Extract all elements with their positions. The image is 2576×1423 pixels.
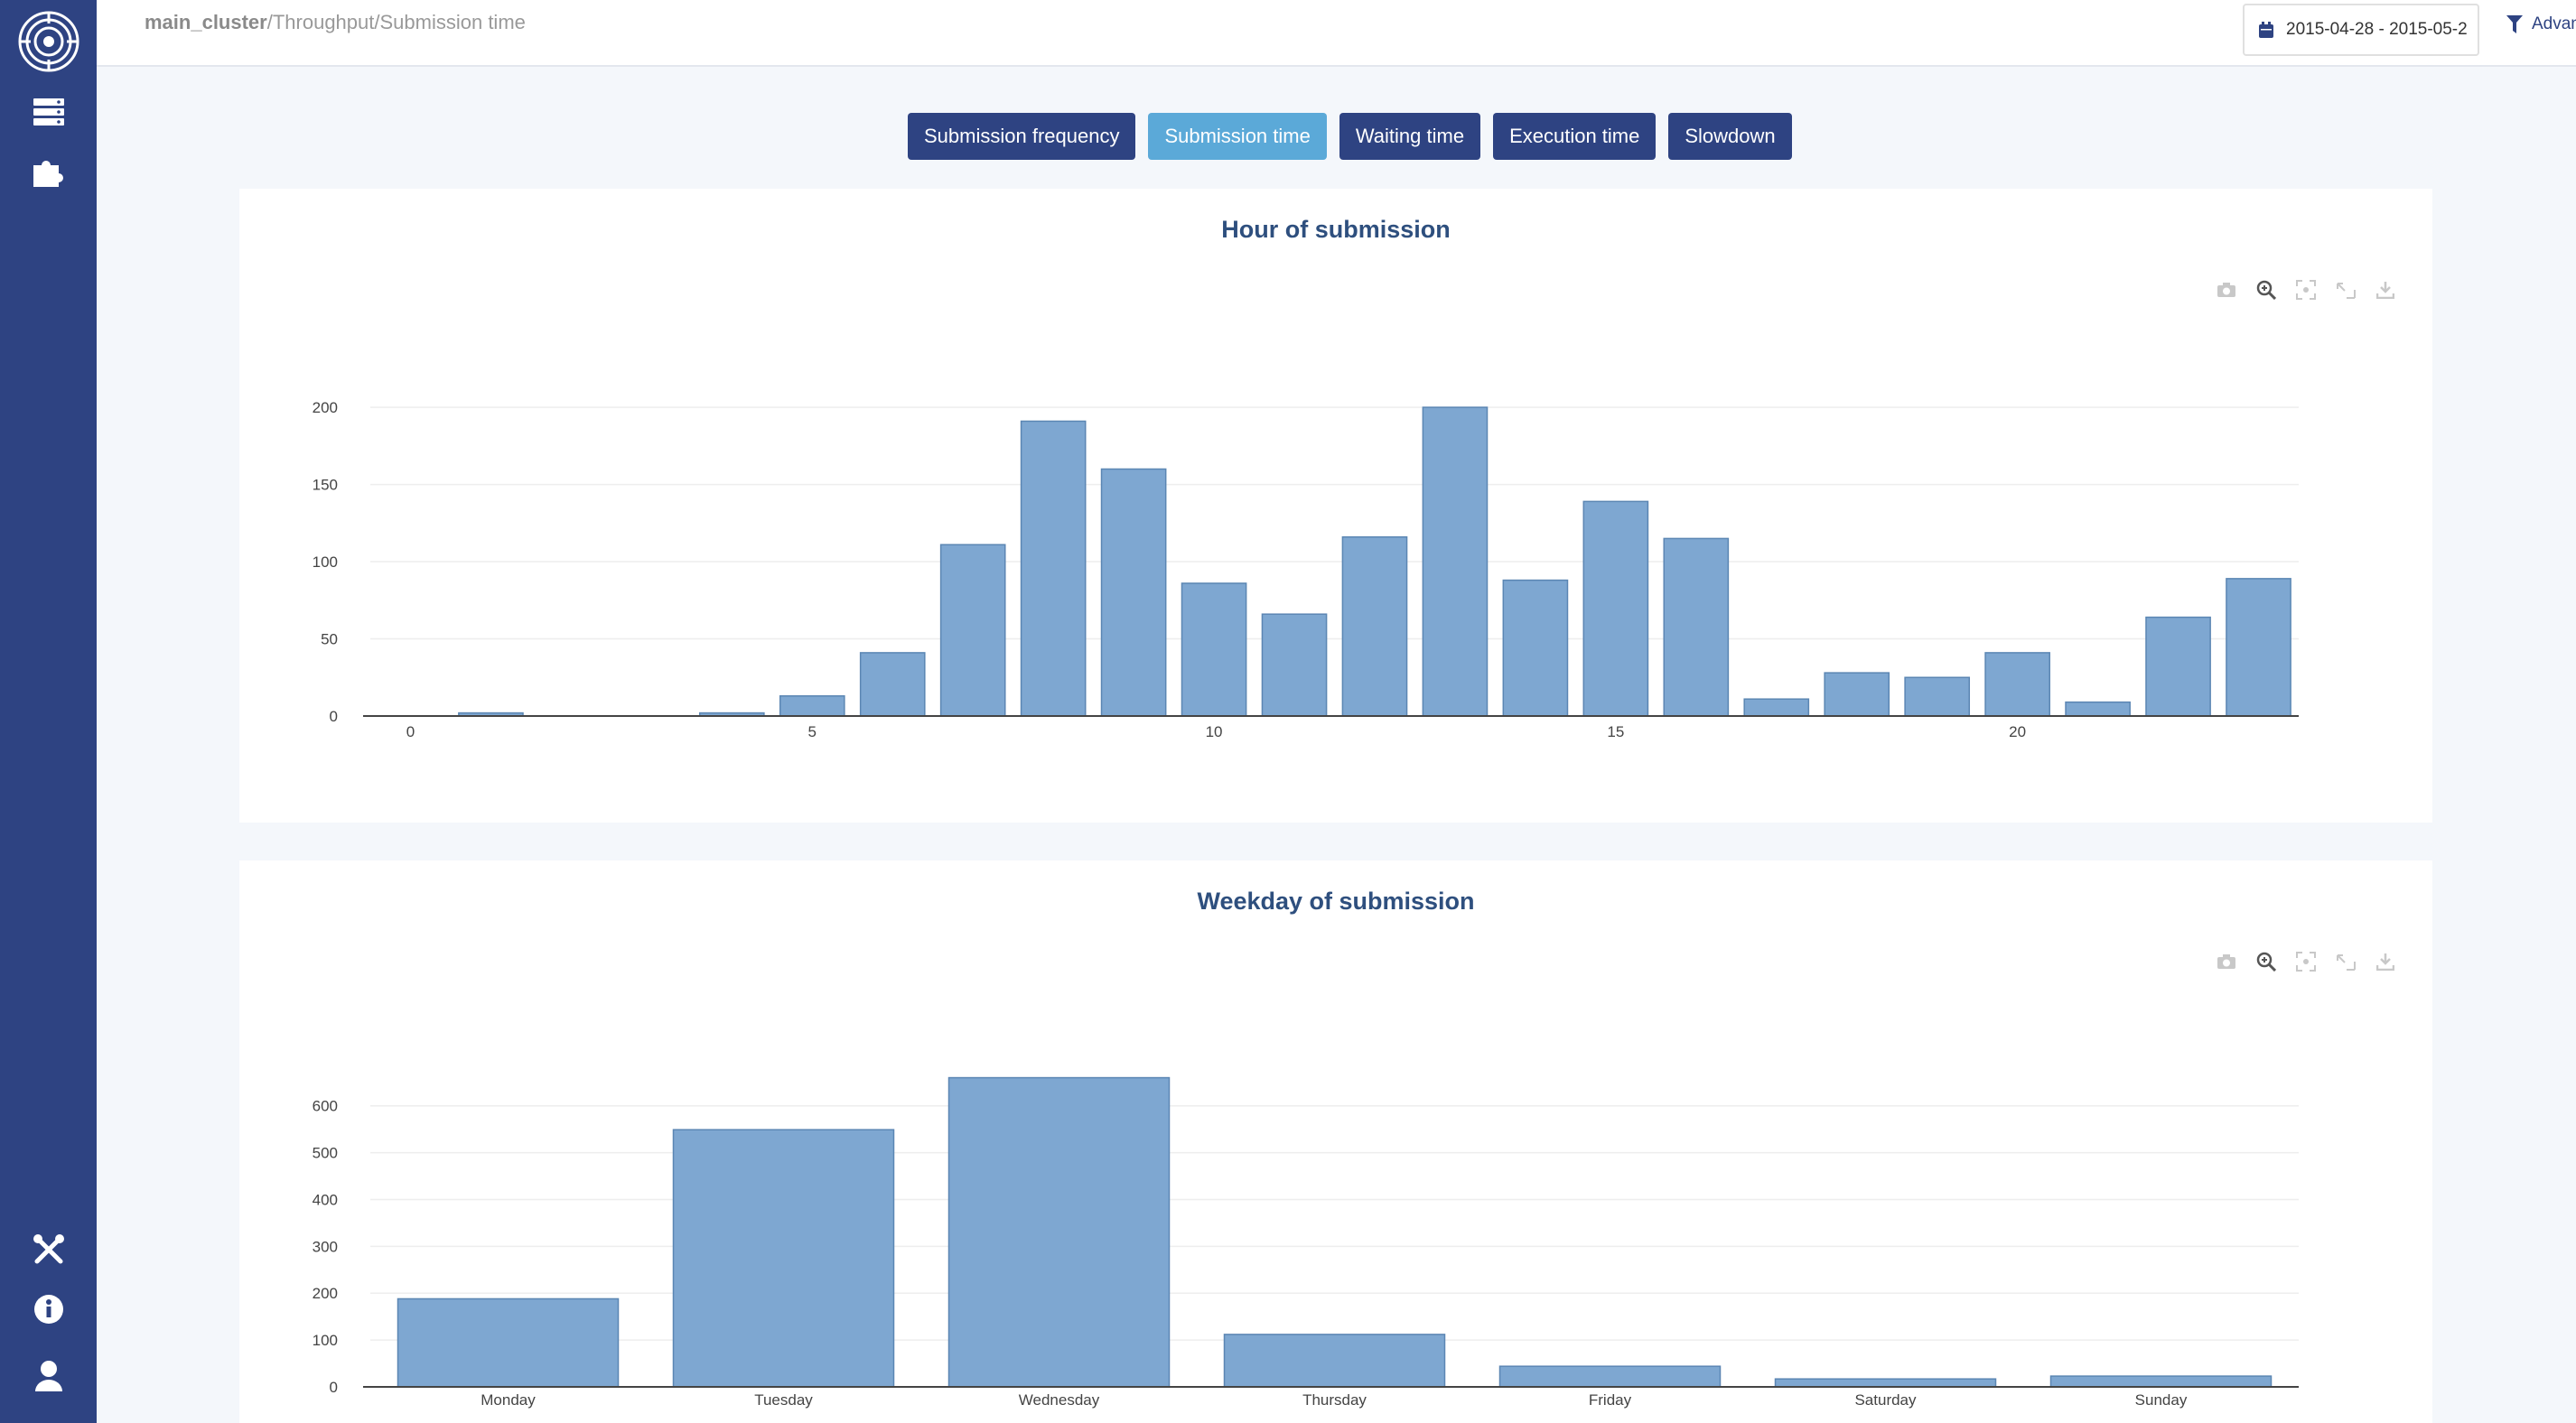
y-tick-label: 200 xyxy=(313,1285,338,1302)
zoom-icon[interactable] xyxy=(2255,951,2277,972)
view-tabs: Submission frequency Submission time Wai… xyxy=(908,113,1792,160)
tab-submission-frequency[interactable]: Submission frequency xyxy=(908,113,1136,160)
hour-chart-modebar xyxy=(2216,279,2396,301)
bar-hour-14 xyxy=(1502,579,1569,717)
bar-hour-23 xyxy=(2226,578,2291,717)
bar-hour-6 xyxy=(859,652,926,717)
tab-slowdown[interactable]: Slowdown xyxy=(1668,113,1792,160)
x-tick-label: 5 xyxy=(808,723,817,740)
reset-axes-icon[interactable] xyxy=(2335,951,2357,972)
x-tick-label: 20 xyxy=(2009,723,2026,740)
bar-hour-5 xyxy=(779,695,845,717)
logo-icon[interactable] xyxy=(0,9,97,74)
bar-saturday xyxy=(1774,1378,1997,1388)
autoscale-icon[interactable] xyxy=(2295,951,2317,972)
y-tick-label: 150 xyxy=(313,477,338,494)
y-tick-label: 200 xyxy=(313,399,338,416)
x-tick-label-sunday: Sunday xyxy=(2135,1391,2188,1409)
bar-hour-17 xyxy=(1743,698,1810,717)
y-tick-label: 100 xyxy=(313,553,338,571)
bar-hour-21 xyxy=(2065,701,2131,717)
weekday-chart-panel: Weekday of submission 0 100 200 300 400 500 60… xyxy=(239,860,2432,1423)
weekday-chart-title: Weekday of submission xyxy=(1197,888,1475,915)
y-tick-label: 400 xyxy=(313,1191,338,1208)
y-tick-label: 0 xyxy=(330,1379,338,1396)
advanced-label: Advanced xyxy=(2532,14,2576,33)
bar-wednesday xyxy=(947,1076,1171,1388)
hour-chart-panel: Hour of submission 0 50 100 150 200 0 5 10 15 20 xyxy=(239,189,2432,823)
autoscale-icon[interactable] xyxy=(2295,279,2317,301)
download-icon[interactable] xyxy=(2375,279,2396,301)
breadcrumb-cluster[interactable]: main_cluster xyxy=(145,11,267,33)
tools-icon[interactable] xyxy=(0,1232,97,1268)
breadcrumb: main_cluster/Throughput/Submission time xyxy=(145,11,526,34)
bar-hour-12 xyxy=(1341,535,1408,717)
bar-hour-19 xyxy=(1904,676,1971,717)
y-tick-label: 500 xyxy=(313,1145,338,1162)
filter-icon xyxy=(2506,15,2523,33)
bar-hour-9 xyxy=(1100,468,1167,717)
info-icon[interactable] xyxy=(0,1291,97,1327)
bar-hour-20 xyxy=(1984,652,2050,717)
date-range-picker[interactable]: 2015-04-28 - 2015-05-2 xyxy=(2243,4,2479,56)
bar-hour-8 xyxy=(1020,420,1087,717)
sidebar xyxy=(0,0,97,1423)
x-tick-label-friday: Friday xyxy=(1589,1391,1632,1409)
hour-chart-title: Hour of submission xyxy=(1221,216,1451,243)
tab-waiting-time[interactable]: Waiting time xyxy=(1339,113,1481,160)
zoom-icon[interactable] xyxy=(2255,279,2277,301)
bar-hour-11 xyxy=(1261,613,1328,717)
x-tick-label-saturday: Saturday xyxy=(1854,1391,1917,1409)
reset-axes-icon[interactable] xyxy=(2335,279,2357,301)
top-bar: main_cluster/Throughput/Submission time … xyxy=(97,0,2576,67)
bar-friday xyxy=(1498,1365,1722,1388)
x-tick-label-wednesday: Wednesday xyxy=(1019,1391,1100,1409)
x-tick-label: 0 xyxy=(406,723,415,740)
y-tick-label: 100 xyxy=(313,1332,338,1349)
camera-icon[interactable] xyxy=(2216,951,2237,972)
servers-icon[interactable] xyxy=(0,94,97,130)
bar-tuesday xyxy=(672,1129,895,1388)
hour-chart-plot: 0 50 100 150 200 0 5 10 15 20 xyxy=(313,399,2299,740)
x-tick-label: 10 xyxy=(1206,723,1223,740)
user-icon[interactable] xyxy=(0,1358,97,1394)
bar-hour-13 xyxy=(1422,406,1489,717)
bar-thursday xyxy=(1223,1334,1446,1388)
y-tick-label: 600 xyxy=(313,1098,338,1115)
bar-hour-22 xyxy=(2145,616,2211,717)
bar-hour-15 xyxy=(1582,500,1649,717)
y-tick-label: 300 xyxy=(313,1238,338,1255)
bar-sunday xyxy=(2049,1375,2273,1388)
breadcrumb-section[interactable]: /Throughput xyxy=(266,11,375,33)
y-tick-label: 50 xyxy=(321,631,338,648)
date-range-value: 2015-04-28 - 2015-05-2 xyxy=(2286,20,2468,39)
bar-hour-10 xyxy=(1181,582,1247,717)
calendar-icon xyxy=(2259,22,2273,38)
download-icon[interactable] xyxy=(2375,951,2396,972)
x-tick-label-monday: Monday xyxy=(481,1391,536,1409)
tab-execution-time[interactable]: Execution time xyxy=(1493,113,1657,160)
breadcrumb-page: /Submission time xyxy=(374,11,526,33)
y-tick-label: 0 xyxy=(330,708,338,725)
x-tick-label: 15 xyxy=(1607,723,1624,740)
advanced-filter-button[interactable]: Advanced ▼ xyxy=(2506,14,2576,34)
weekday-chart-plot: 0 100 200 300 400 500 600 Monday Tuesday Wednesda… xyxy=(313,1076,2299,1409)
camera-icon[interactable] xyxy=(2216,279,2237,301)
bar-hour-7 xyxy=(939,544,1006,717)
x-tick-label-tuesday: Tuesday xyxy=(754,1391,813,1409)
tab-submission-time[interactable]: Submission time xyxy=(1148,113,1327,160)
weekday-chart-modebar xyxy=(2216,951,2396,972)
bar-hour-16 xyxy=(1663,537,1730,717)
bar-monday xyxy=(397,1297,620,1388)
x-tick-label-thursday: Thursday xyxy=(1302,1391,1367,1409)
bar-hour-18 xyxy=(1824,672,1890,717)
plugins-icon[interactable] xyxy=(0,152,97,190)
